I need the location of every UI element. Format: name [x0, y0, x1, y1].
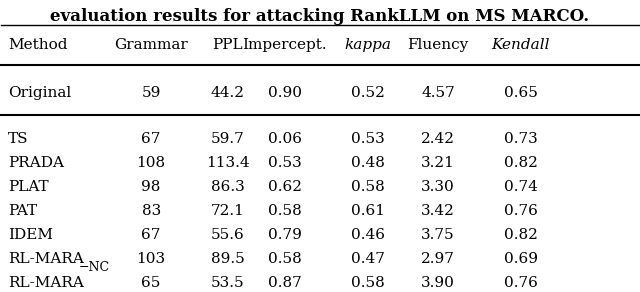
Text: kappa: kappa [344, 38, 391, 52]
Text: TS: TS [8, 132, 28, 146]
Text: 89.5: 89.5 [211, 252, 244, 266]
Text: RL-MARA: RL-MARA [8, 252, 84, 266]
Text: 113.4: 113.4 [206, 156, 250, 170]
Text: 0.47: 0.47 [351, 252, 385, 266]
Text: evaluation results for attacking RankLLM on MS MARCO.: evaluation results for attacking RankLLM… [51, 8, 589, 25]
Text: IDEM: IDEM [8, 228, 52, 242]
Text: 0.73: 0.73 [504, 132, 538, 146]
Text: 0.52: 0.52 [351, 86, 385, 100]
Text: Original: Original [8, 86, 71, 100]
Text: 72.1: 72.1 [211, 204, 244, 218]
Text: Fluency: Fluency [407, 38, 468, 52]
Text: 86.3: 86.3 [211, 180, 244, 194]
Text: 3.21: 3.21 [421, 156, 455, 170]
Text: 65: 65 [141, 276, 161, 290]
Text: 103: 103 [136, 252, 166, 266]
Text: 3.42: 3.42 [421, 204, 455, 218]
Text: 0.79: 0.79 [268, 228, 302, 242]
Text: 0.82: 0.82 [504, 156, 538, 170]
Text: 0.90: 0.90 [268, 86, 302, 100]
Text: 4.57: 4.57 [421, 86, 455, 100]
Text: 0.58: 0.58 [351, 180, 385, 194]
Text: 0.46: 0.46 [351, 228, 385, 242]
Text: PAT: PAT [8, 204, 37, 218]
Text: 0.87: 0.87 [268, 276, 302, 290]
Text: 98: 98 [141, 180, 161, 194]
Text: 0.53: 0.53 [351, 132, 385, 146]
Text: 3.30: 3.30 [421, 180, 455, 194]
Text: 0.76: 0.76 [504, 204, 538, 218]
Text: Impercept.: Impercept. [243, 38, 327, 52]
Text: −NC: −NC [79, 261, 110, 274]
Text: 3.75: 3.75 [421, 228, 454, 242]
Text: RL-MARA: RL-MARA [8, 276, 84, 290]
Text: 67: 67 [141, 228, 161, 242]
Text: 0.65: 0.65 [504, 86, 538, 100]
Text: 2.97: 2.97 [421, 252, 455, 266]
Text: 44.2: 44.2 [211, 86, 244, 100]
Text: 0.82: 0.82 [504, 228, 538, 242]
Text: 0.76: 0.76 [504, 276, 538, 290]
Text: 0.62: 0.62 [268, 180, 302, 194]
Text: PPL: PPL [212, 38, 243, 52]
Text: 0.58: 0.58 [351, 276, 385, 290]
Text: Method: Method [8, 38, 67, 52]
Text: 59: 59 [141, 86, 161, 100]
Text: 0.74: 0.74 [504, 180, 538, 194]
Text: 0.53: 0.53 [268, 156, 302, 170]
Text: Kendall: Kendall [492, 38, 550, 52]
Text: 83: 83 [141, 204, 161, 218]
Text: Grammar: Grammar [115, 38, 188, 52]
Text: 3.90: 3.90 [421, 276, 455, 290]
Text: 0.58: 0.58 [268, 204, 302, 218]
Text: 67: 67 [141, 132, 161, 146]
Text: 2.42: 2.42 [421, 132, 455, 146]
Text: PRADA: PRADA [8, 156, 64, 170]
Text: 55.6: 55.6 [211, 228, 244, 242]
Text: 0.58: 0.58 [268, 252, 302, 266]
Text: 53.5: 53.5 [211, 276, 244, 290]
Text: 59.7: 59.7 [211, 132, 244, 146]
Text: 0.61: 0.61 [351, 204, 385, 218]
Text: 108: 108 [136, 156, 166, 170]
Text: 0.06: 0.06 [268, 132, 302, 146]
Text: PLAT: PLAT [8, 180, 49, 194]
Text: 0.69: 0.69 [504, 252, 538, 266]
Text: 0.48: 0.48 [351, 156, 385, 170]
